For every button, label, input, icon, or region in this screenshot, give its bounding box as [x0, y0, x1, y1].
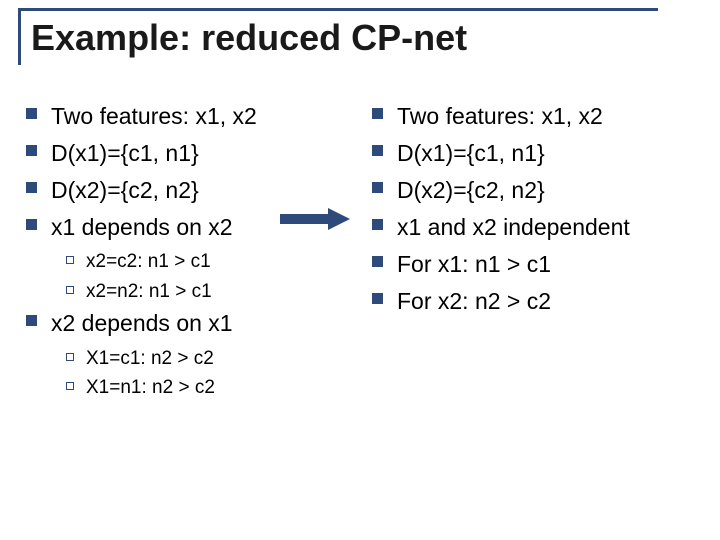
- square-bullet-icon: [26, 219, 37, 230]
- square-outline-bullet-icon: [66, 382, 74, 390]
- bullet-text: D(x1)={c1, n1}: [397, 138, 545, 169]
- bullet-text: D(x1)={c1, n1}: [51, 138, 199, 169]
- square-outline-bullet-icon: [66, 286, 74, 294]
- list-item: Two features: x1, x2: [26, 101, 346, 132]
- list-item: x2 depends on x1: [26, 308, 346, 339]
- square-bullet-icon: [26, 182, 37, 193]
- sub-list: X1=c1: n2 > c2 X1=n1: n2 > c2: [66, 346, 346, 401]
- bullet-text: For x1: n1 > c1: [397, 249, 551, 280]
- square-outline-bullet-icon: [66, 256, 74, 264]
- bullet-text: Two features: x1, x2: [51, 101, 257, 132]
- arrow-right-icon: [280, 208, 350, 230]
- sub-bullet-text: X1=n1: n2 > c2: [86, 375, 215, 401]
- right-column: Two features: x1, x2 D(x1)={c1, n1} D(x2…: [372, 101, 712, 405]
- bullet-text: D(x2)={c2, n2}: [51, 175, 199, 206]
- list-item: X1=n1: n2 > c2: [66, 375, 346, 401]
- list-item: For x2: n2 > c2: [372, 286, 712, 317]
- list-item: D(x2)={c2, n2}: [372, 175, 712, 206]
- slide: Example: reduced CP-net Two features: x1…: [0, 0, 720, 540]
- square-bullet-icon: [372, 108, 383, 119]
- bullet-text: Two features: x1, x2: [397, 101, 603, 132]
- list-item: D(x1)={c1, n1}: [26, 138, 346, 169]
- square-bullet-icon: [372, 256, 383, 267]
- list-item: D(x1)={c1, n1}: [372, 138, 712, 169]
- square-bullet-icon: [26, 145, 37, 156]
- square-bullet-icon: [372, 293, 383, 304]
- bullet-text: For x2: n2 > c2: [397, 286, 551, 317]
- list-item: X1=c1: n2 > c2: [66, 346, 346, 372]
- square-bullet-icon: [26, 315, 37, 326]
- square-bullet-icon: [372, 219, 383, 230]
- sub-bullet-text: x2=c2: n1 > c1: [86, 249, 211, 275]
- bullet-text: x1 and x2 independent: [397, 212, 630, 243]
- list-item: Two features: x1, x2: [372, 101, 712, 132]
- bullet-text: D(x2)={c2, n2}: [397, 175, 545, 206]
- left-column: Two features: x1, x2 D(x1)={c1, n1} D(x2…: [26, 101, 346, 405]
- list-item: x2=c2: n1 > c1: [66, 249, 346, 275]
- list-item: For x1: n1 > c1: [372, 249, 712, 280]
- title-container: Example: reduced CP-net: [18, 8, 658, 65]
- list-item: D(x2)={c2, n2}: [26, 175, 346, 206]
- bullet-text: x2 depends on x1: [51, 308, 233, 339]
- list-item: x2=n2: n1 > c1: [66, 279, 346, 305]
- list-item: x1 and x2 independent: [372, 212, 712, 243]
- sub-list: x2=c2: n1 > c1 x2=n2: n1 > c1: [66, 249, 346, 304]
- square-bullet-icon: [372, 145, 383, 156]
- sub-bullet-text: X1=c1: n2 > c2: [86, 346, 214, 372]
- bullet-text: x1 depends on x2: [51, 212, 233, 243]
- slide-title: Example: reduced CP-net: [31, 17, 658, 59]
- square-bullet-icon: [372, 182, 383, 193]
- square-outline-bullet-icon: [66, 353, 74, 361]
- square-bullet-icon: [26, 108, 37, 119]
- content-columns: Two features: x1, x2 D(x1)={c1, n1} D(x2…: [18, 101, 702, 405]
- sub-bullet-text: x2=n2: n1 > c1: [86, 279, 212, 305]
